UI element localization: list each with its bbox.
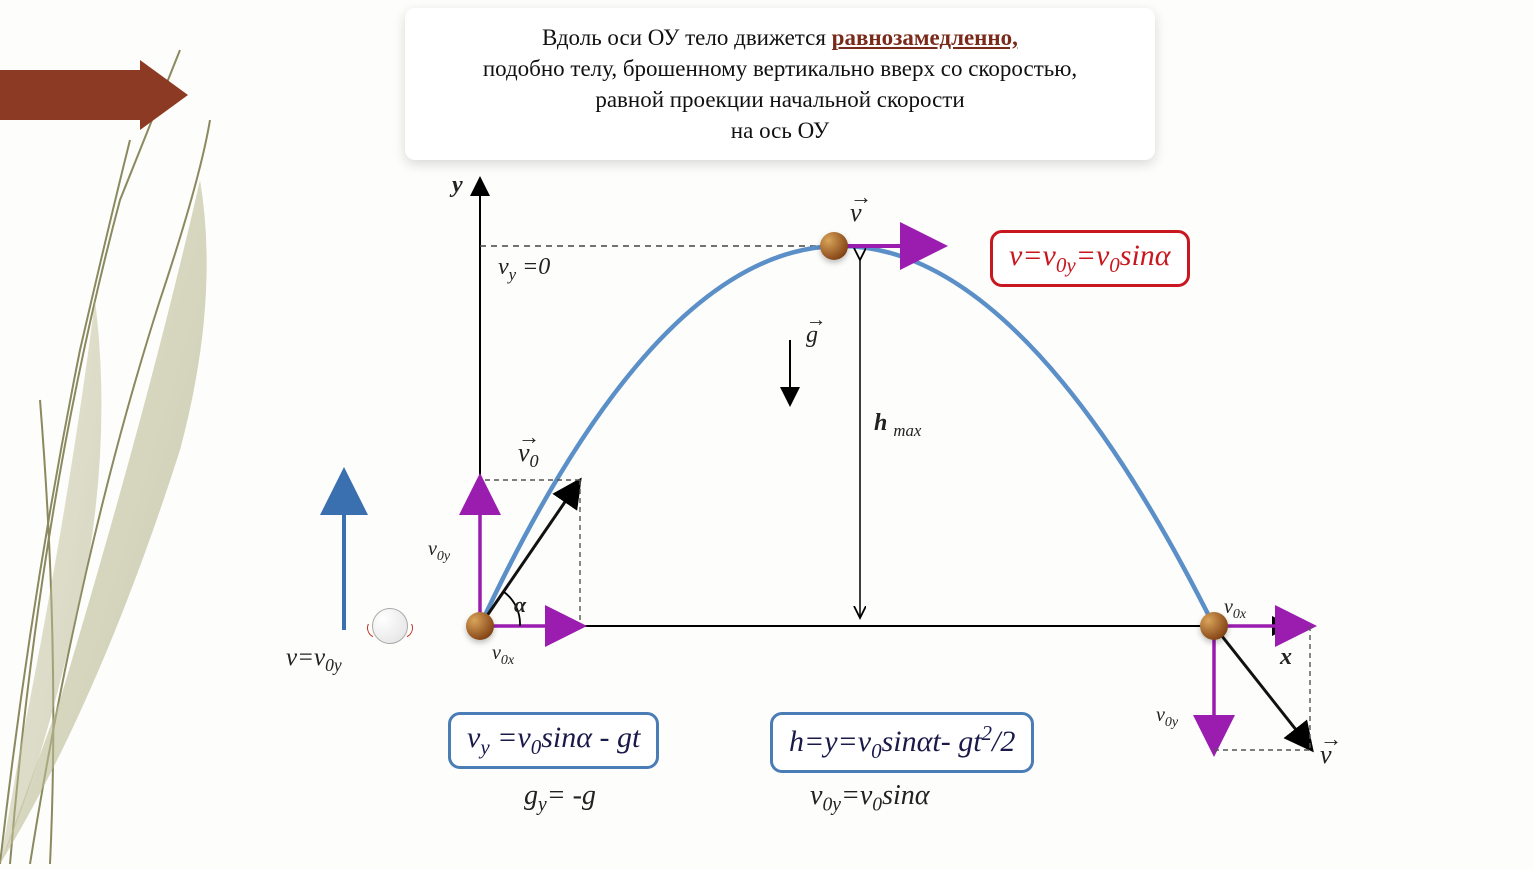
formula-blue-box-2: h=y=v0sinαt- gt2/2 [770, 712, 1034, 773]
y-axis-label: y [452, 172, 463, 199]
header-line4: на ось ОУ [731, 118, 829, 143]
header-emphasis: равнозамедленно, [832, 25, 1018, 50]
header-line3: равной проекции начальной скорости [595, 87, 964, 112]
formula-red-box: v=v0y=v0sinα [990, 230, 1190, 287]
land-v-label: v [1320, 740, 1332, 770]
slide-decoration [0, 0, 250, 864]
vy-zero-label: vy =0 [498, 254, 550, 285]
red-arrow-decoration [0, 60, 190, 130]
v0-label: v0 [518, 438, 539, 472]
hmax-label: h max [874, 410, 921, 441]
header-caption: Вдоль оси ОУ тело движется равнозамедлен… [405, 8, 1155, 160]
ball-origin [466, 612, 494, 640]
formula-plain-1: gy= -g [524, 780, 596, 817]
v0-vector [480, 480, 580, 626]
trajectory-curve [480, 246, 1214, 626]
header-line1-prefix: Вдоль оси ОУ тело движется [542, 25, 832, 50]
baseball-icon [372, 608, 408, 644]
angle-label: α [514, 592, 526, 618]
land-v-vector [1214, 626, 1312, 750]
formula-plain-2: v0y=v0sinα [810, 780, 929, 817]
land-v0y-label: v0y [1156, 704, 1178, 731]
ball-apex [820, 232, 848, 260]
x-axis-label: x [1280, 644, 1292, 671]
projectile-diagram: y x vy =0 v g h max v0 v0y v0x α v0x v0y… [280, 150, 1510, 850]
v-apex-label: v [850, 198, 862, 228]
left-equation: v=v0y [286, 644, 342, 676]
v0y-label: v0y [428, 538, 450, 565]
formula-blue-box-1: vy =v0sinα - gt [448, 712, 659, 769]
header-line2: подобно телу, брошенному вертикально вве… [483, 56, 1077, 81]
g-label: g [806, 322, 818, 349]
v0x-label: v0x [492, 642, 514, 669]
grass-ornament [0, 0, 250, 864]
land-v0x-label: v0x [1224, 596, 1246, 623]
